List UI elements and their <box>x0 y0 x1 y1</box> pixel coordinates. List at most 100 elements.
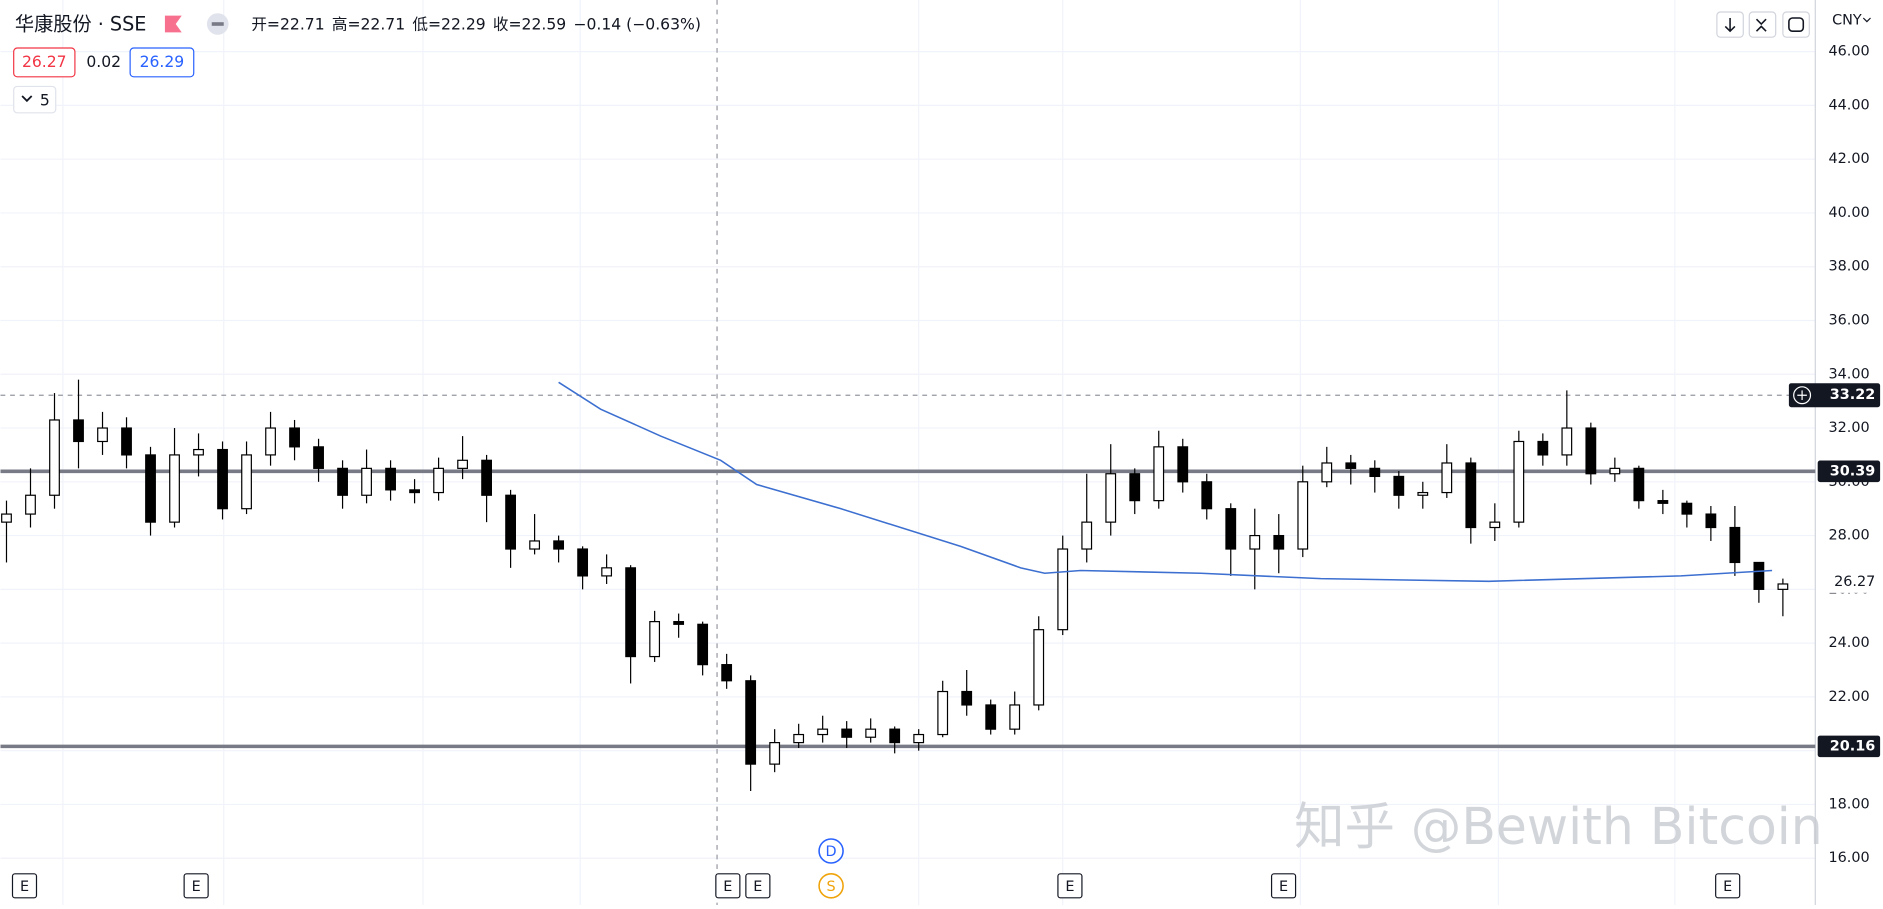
candle-body <box>265 427 276 456</box>
flag-icon[interactable] <box>164 15 182 33</box>
y-tick-label: 36.00 <box>1828 312 1869 328</box>
candle-body <box>337 467 348 496</box>
ask-price: 26.29 <box>140 53 185 71</box>
crosshair-price: 33.22 <box>1830 387 1876 403</box>
split-marker[interactable] <box>818 873 844 899</box>
candle-body <box>1321 462 1333 483</box>
candle-body <box>169 454 180 523</box>
indicators-toggle[interactable] <box>13 85 57 114</box>
candle-body <box>1297 481 1309 550</box>
currency[interactable]: CNY <box>1832 12 1862 28</box>
earnings-label: E <box>192 879 201 895</box>
candle-body <box>25 494 36 515</box>
candle-body <box>1081 521 1093 550</box>
candle-body <box>1009 704 1021 730</box>
candle-body <box>793 733 805 744</box>
crosshair-label-box <box>1788 383 1881 408</box>
candle-body <box>1441 462 1453 494</box>
candle-body <box>49 419 60 496</box>
candle-body <box>1609 467 1621 475</box>
collapse-button[interactable] <box>1748 11 1777 38</box>
candle-body <box>433 467 444 494</box>
candle-body <box>1537 440 1549 456</box>
candle-body <box>625 567 637 658</box>
earnings-marker[interactable] <box>745 873 771 899</box>
candle-body <box>1417 491 1429 496</box>
dividend-marker[interactable] <box>818 838 844 864</box>
candle-body <box>1225 508 1237 550</box>
candle-body <box>745 680 757 765</box>
fullscreen-button[interactable] <box>1782 11 1810 38</box>
candle-body <box>601 567 613 577</box>
candle-body <box>361 467 372 496</box>
earnings-marker[interactable] <box>715 873 741 899</box>
candle-body <box>313 446 324 469</box>
candle-body <box>1777 583 1789 590</box>
candle-body <box>1345 462 1357 469</box>
earnings-label: E <box>20 879 29 895</box>
candle-body <box>1177 446 1189 483</box>
candle-body <box>73 419 84 443</box>
candle-body <box>1033 629 1045 706</box>
candle-body <box>1 513 12 523</box>
candle-body <box>1057 548 1069 631</box>
split-label: S <box>827 879 836 895</box>
candle-body <box>1489 521 1501 529</box>
hide-icon <box>211 22 224 26</box>
ask-box[interactable] <box>129 47 195 78</box>
candle-body <box>1753 561 1765 590</box>
candle-body <box>937 690 949 736</box>
candle-body <box>1705 513 1717 529</box>
y-tick-label: 42.00 <box>1828 151 1869 167</box>
candle-body <box>721 664 733 682</box>
candle-body <box>673 621 685 625</box>
candle-body <box>289 427 300 448</box>
bid-box[interactable] <box>13 47 76 78</box>
y-tick-label: 40.00 <box>1828 205 1869 221</box>
dividend-label: D <box>826 844 837 860</box>
candle-body <box>385 467 396 491</box>
fullscreen-icon <box>1788 17 1805 32</box>
earnings-marker[interactable] <box>1057 873 1083 899</box>
candle-body <box>649 621 661 658</box>
candle-body <box>145 454 156 523</box>
earnings-marker[interactable] <box>1270 873 1297 899</box>
candle-body <box>1513 440 1525 523</box>
candle-body <box>841 728 853 738</box>
ohlc-legend-item: 开=22.71 <box>251 16 324 34</box>
candle-body <box>505 494 517 550</box>
y-tick-label: 44.00 <box>1828 97 1869 113</box>
candle-body <box>1633 467 1645 502</box>
candle-body <box>985 704 997 730</box>
y-tick-label: 38.00 <box>1828 259 1869 275</box>
candle-body <box>553 540 565 550</box>
candle-body <box>1153 446 1165 502</box>
candle-body <box>1201 481 1213 510</box>
candle-body <box>1657 500 1669 504</box>
earnings-marker[interactable] <box>183 873 209 899</box>
candle-body <box>1129 473 1141 502</box>
y-tick-label: 32.00 <box>1828 420 1869 436</box>
add-alert-plus <box>1797 390 1807 401</box>
y-tick-label: 18.00 <box>1828 796 1869 812</box>
ohlc-legend-item: −0.14 (−0.63%) <box>573 16 701 34</box>
candle-body <box>1729 526 1741 564</box>
candle-body <box>1273 534 1285 550</box>
candle-body <box>889 728 901 744</box>
y-tick-label: 16.00 <box>1828 850 1869 866</box>
earnings-marker[interactable] <box>1715 873 1741 899</box>
y-tick-label: 22.00 <box>1828 689 1869 705</box>
candle-body <box>961 690 973 706</box>
watermark: 知乎 @Bewith Bitcoin <box>1294 797 1823 856</box>
earnings-marker[interactable] <box>11 873 38 899</box>
candle-body <box>1249 534 1261 550</box>
candle-body <box>1393 475 1405 496</box>
candle-body <box>217 448 228 510</box>
level-label-box <box>1817 735 1881 758</box>
symbol-title[interactable]: 华康股份 · SSE <box>15 13 147 36</box>
candle-body <box>913 733 925 744</box>
add-alert-icon[interactable] <box>1793 386 1812 405</box>
candle-body <box>1105 473 1117 523</box>
